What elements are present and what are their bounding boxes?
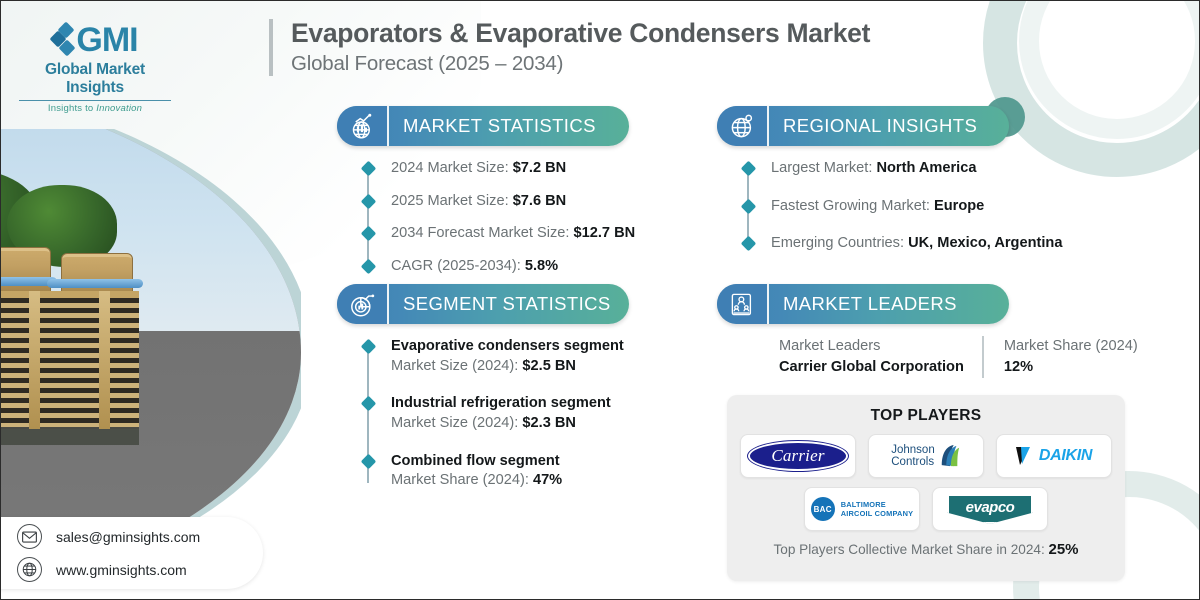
gmi-logo: GMI Global Market Insights Insights to I… [15,21,175,114]
contact-email: sales@gminsights.com [56,528,201,545]
envelope-icon [17,524,42,549]
logo-divider [19,100,171,101]
player-logo-evapco[interactable]: evapco [932,487,1048,531]
section-heading-regional-insights: REGIONAL INSIGHTS [783,115,978,136]
player-logo-baltimore-aircoil[interactable]: BAC BALTIMORE AIRCOIL COMPANY [804,487,920,531]
list-item: Combined flow segment Market Share (2024… [360,452,624,491]
globe-pin-icon [717,106,769,146]
share-value: 12% [1003,359,1034,376]
leader-value: Carrier Global Corporation [779,359,964,376]
contact-website: www.gminsights.com [56,561,187,578]
share-label: Market Share (2024) [1003,338,1138,354]
section-badge-segment-statistics: SEGMENT STATISTICS [337,284,629,324]
section-heading-market-statistics: MARKET STATISTICS [403,115,596,136]
gmi-diamond-logo-icon [49,21,76,57]
player-logo-daikin[interactable]: DAIKIN [996,434,1112,478]
top-players-panel: TOP PLAYERS Carrier Johnson Controls [727,395,1125,581]
player-logo-carrier[interactable]: Carrier [740,434,856,478]
list-item: Industrial refrigeration segment Market … [360,394,624,433]
cooling-tower-photo [1,129,301,549]
section-badge-market-statistics: MARKET STATISTICS [337,106,629,146]
page-title: Evaporators & Evaporative Condensers Mar… [269,18,871,76]
segment-statistics-list: Evaporative condensers segment Market Si… [360,337,624,491]
market-statistics-list: 2024 Market Size: $7.2 BN 2025 Market Si… [360,159,635,277]
johnson-controls-mark-icon [941,445,959,467]
list-item: CAGR (2025-2034): 5.8% [360,257,635,277]
logo-tagline: Insights to Innovation [47,103,143,114]
leader-label: Market Leaders [779,338,881,354]
list-item: 2025 Market Size: $7.6 BN [360,192,635,212]
globe-chart-icon [337,106,389,146]
list-item: Evaporative condensers segment Market Si… [360,337,624,376]
list-item: Emerging Countries: UK, Mexico, Argentin… [740,234,1062,254]
logo-letters: GMI [76,21,138,59]
contact-website-row[interactable]: www.gminsights.com [17,557,263,582]
top-players-row-2: BAC BALTIMORE AIRCOIL COMPANY evapco [739,487,1113,531]
bac-mark-icon: BAC [810,497,835,521]
contact-panel: sales@gminsights.com www.gminsights.com [1,517,263,589]
list-item: Largest Market: North America [740,159,1062,179]
section-badge-market-leaders: MARKET LEADERS [717,284,1009,324]
top-players-footer: Top Players Collective Market Share in 2… [773,541,1079,558]
list-item: Fastest Growing Market: Europe [740,197,1062,217]
player-logo-johnson-controls[interactable]: Johnson Controls [868,434,984,478]
top-players-row-1: Carrier Johnson Controls [739,434,1113,478]
logo-company-name: Global Market Insights [45,61,145,96]
contact-email-row[interactable]: sales@gminsights.com [17,524,263,549]
market-leaders-left: Market Leaders Carrier Global Corporatio… [779,336,982,378]
section-heading-segment-statistics: SEGMENT STATISTICS [403,293,611,314]
pie-chart-target-icon [337,284,389,324]
top-players-title: TOP PLAYERS [870,407,982,424]
regional-insights-list: Largest Market: North America Fastest Gr… [740,159,1062,254]
title-main: Evaporators & Evaporative Condensers Mar… [291,18,871,48]
market-leaders-detail: Market Leaders Carrier Global Corporatio… [779,336,1156,379]
podium-leaders-icon [717,284,769,324]
list-item: 2034 Forecast Market Size: $12.7 BN [360,224,635,244]
section-badge-regional-insights: REGIONAL INSIGHTS [717,106,1009,146]
title-subtitle: Global Forecast (2025 – 2034) [291,51,564,75]
section-heading-market-leaders: MARKET LEADERS [783,293,957,314]
daikin-mark-icon [1015,447,1030,465]
market-leaders-right: Market Share (2024) 12% [981,336,1156,379]
list-item: 2024 Market Size: $7.2 BN [360,159,635,179]
globe-icon [17,557,42,582]
